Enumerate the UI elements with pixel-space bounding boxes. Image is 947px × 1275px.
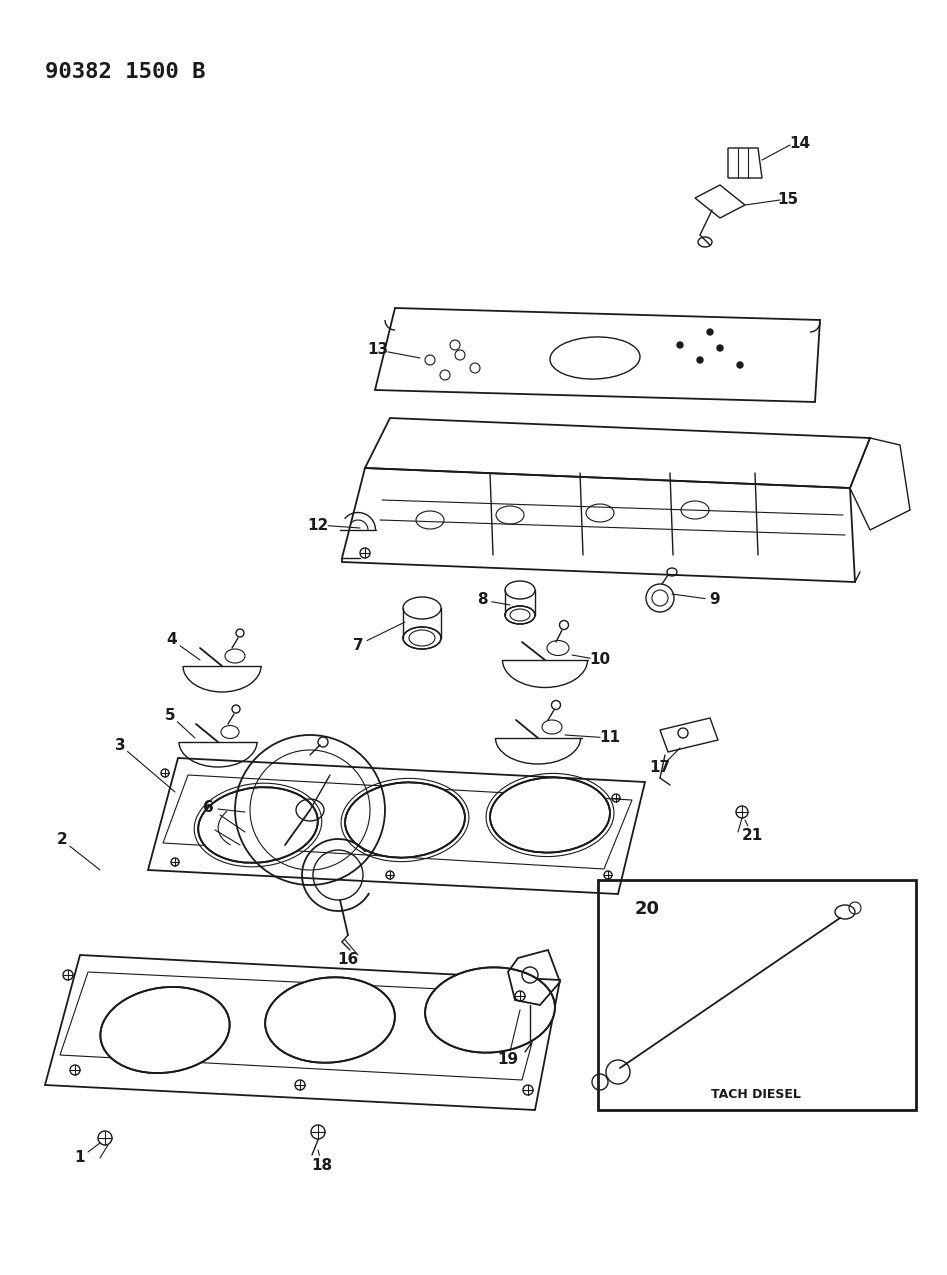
Ellipse shape xyxy=(490,778,610,853)
Ellipse shape xyxy=(100,987,229,1074)
Text: 7: 7 xyxy=(352,638,364,653)
Ellipse shape xyxy=(425,968,555,1053)
Text: 16: 16 xyxy=(337,952,359,968)
Ellipse shape xyxy=(403,627,441,649)
Circle shape xyxy=(697,357,703,363)
Circle shape xyxy=(707,329,713,335)
Text: 10: 10 xyxy=(589,653,611,668)
Text: 4: 4 xyxy=(167,632,177,648)
Text: 18: 18 xyxy=(312,1158,332,1173)
Text: 6: 6 xyxy=(203,801,213,816)
Text: 19: 19 xyxy=(497,1052,519,1067)
Circle shape xyxy=(737,362,743,368)
Ellipse shape xyxy=(198,787,318,863)
Text: 9: 9 xyxy=(709,593,721,607)
Text: 5: 5 xyxy=(165,708,175,723)
Ellipse shape xyxy=(345,783,465,858)
Text: 20: 20 xyxy=(635,900,660,918)
Text: 13: 13 xyxy=(367,343,388,357)
Text: 12: 12 xyxy=(308,518,329,533)
Text: 17: 17 xyxy=(650,760,670,775)
Text: 11: 11 xyxy=(599,731,620,746)
Ellipse shape xyxy=(505,606,535,623)
Text: 8: 8 xyxy=(476,593,488,607)
Text: 15: 15 xyxy=(777,193,798,208)
Text: TACH DIESEL: TACH DIESEL xyxy=(711,1089,801,1102)
Text: 21: 21 xyxy=(742,827,762,843)
Text: 2: 2 xyxy=(57,833,67,848)
Circle shape xyxy=(717,346,723,351)
Bar xyxy=(598,880,916,1111)
Text: 1: 1 xyxy=(75,1150,85,1165)
Text: 3: 3 xyxy=(115,737,125,752)
Text: 14: 14 xyxy=(790,135,811,150)
Ellipse shape xyxy=(265,977,395,1063)
Text: 90382 1500 B: 90382 1500 B xyxy=(45,62,205,82)
Circle shape xyxy=(677,342,683,348)
